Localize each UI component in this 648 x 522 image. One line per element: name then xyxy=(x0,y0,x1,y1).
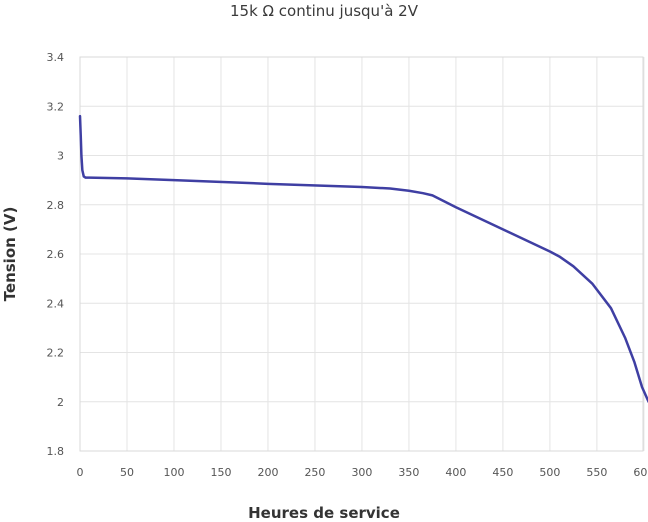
x-tick-label: 550 xyxy=(586,466,607,479)
x-tick-label: 450 xyxy=(492,466,513,479)
x-tick-label: 0 xyxy=(77,466,84,479)
y-tick-label: 3.4 xyxy=(47,51,65,64)
x-tick-label: 100 xyxy=(163,466,184,479)
x-tick-label: 350 xyxy=(398,466,419,479)
series-group xyxy=(78,114,648,403)
x-tick-label: 400 xyxy=(445,466,466,479)
x-tick-label: 500 xyxy=(539,466,560,479)
x-tick-label: 600 xyxy=(633,466,648,479)
plot-area-frame xyxy=(79,56,644,452)
y-tick-label: 2 xyxy=(57,396,64,409)
x-tick-label: 250 xyxy=(304,466,325,479)
y-axis-label: Tension (V) xyxy=(1,206,19,302)
x-tick-label: 150 xyxy=(210,466,231,479)
x-tick-label: 300 xyxy=(351,466,372,479)
x-tick-label: 200 xyxy=(257,466,278,479)
x-axis-label: Heures de service xyxy=(248,504,400,522)
grid xyxy=(79,56,645,452)
y-axis-ticks: 1.8 2 2.2 2.4 2.6 2.8 3 3.2 3.4 xyxy=(47,51,65,458)
series-line xyxy=(78,114,648,403)
x-axis-ticks: 0 50 100 150 200 250 300 350 400 450 500 550 600 xyxy=(77,466,648,479)
y-tick-label: 2.4 xyxy=(47,297,65,310)
chart-title: 15k Ω continu jusqu'à 2V xyxy=(230,2,418,20)
x-tick-label: 50 xyxy=(120,466,134,479)
y-tick-label: 3.2 xyxy=(47,100,65,113)
y-tick-label: 2.6 xyxy=(47,248,65,261)
y-tick-label: 1.8 xyxy=(47,445,65,458)
y-tick-label: 2.2 xyxy=(47,347,65,360)
y-tick-label: 2.8 xyxy=(47,199,65,212)
y-tick-label: 3 xyxy=(57,150,64,163)
